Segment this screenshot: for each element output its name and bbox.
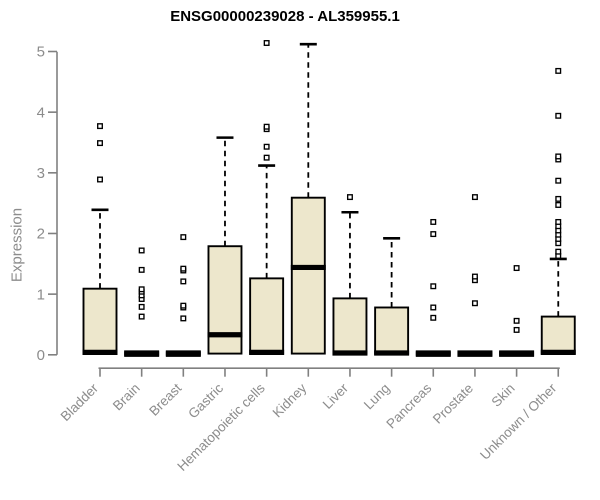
outlier-point — [555, 218, 562, 225]
y-tick-label: 5 — [37, 44, 45, 61]
outlier-point — [555, 67, 562, 74]
outlier-point — [555, 153, 562, 160]
box-group-lung — [374, 237, 410, 356]
x-tick-label: Liver — [320, 380, 352, 412]
box-group-unknown-other — [540, 67, 576, 355]
outlier-point — [180, 315, 187, 322]
outlier-point — [471, 194, 478, 201]
iqr-box — [207, 245, 243, 355]
y-tick-label: 0 — [37, 347, 45, 364]
outlier-point — [138, 313, 145, 320]
chart-title: ENSG00000239028 - AL359955.1 — [170, 8, 400, 25]
iqr-box — [332, 297, 368, 355]
iqr-box — [82, 287, 118, 355]
box-group-pancreas — [415, 218, 451, 357]
outlier-point — [430, 304, 437, 311]
outlier-point — [138, 247, 145, 254]
outlier-point — [346, 194, 353, 201]
outlier-point — [513, 326, 520, 333]
outlier-point — [263, 40, 270, 46]
x-tick-label: Breast — [146, 380, 184, 418]
y-tick-label: 4 — [37, 104, 45, 121]
x-tick-label: Lung — [361, 381, 393, 413]
x-tick-label: Kidney — [270, 380, 310, 420]
box-group-hematopoietic-cells — [249, 40, 285, 355]
outlier-point — [555, 112, 562, 119]
outlier-point — [180, 265, 187, 272]
outlier-point — [97, 176, 103, 183]
x-tick-label: Prostate — [430, 381, 476, 427]
outlier-point — [180, 278, 187, 285]
outlier-point — [513, 317, 520, 324]
x-tick-label: Bladder — [58, 380, 102, 424]
outlier-point — [471, 273, 478, 280]
box-group-liver — [332, 194, 368, 356]
outlier-point — [263, 154, 270, 161]
outlier-point — [97, 123, 103, 130]
outlier-point — [97, 140, 103, 147]
iqr-box — [374, 306, 410, 355]
outlier-point — [555, 201, 562, 208]
box-group-bladder — [82, 123, 118, 355]
y-tick-label: 3 — [37, 165, 45, 182]
outlier-point — [180, 234, 187, 241]
iqr-box — [249, 277, 285, 355]
iqr-box — [290, 196, 326, 355]
outlier-point — [513, 265, 520, 272]
x-tick-label: Unknown / Other — [477, 380, 560, 463]
outlier-point — [138, 266, 145, 273]
outlier-point — [138, 286, 145, 293]
outlier-point — [555, 248, 562, 255]
x-tick-label: Pancreas — [383, 380, 434, 431]
box-group-kidney — [290, 42, 326, 355]
outlier-point — [263, 123, 270, 130]
outlier-point — [263, 143, 270, 150]
outlier-point — [430, 231, 437, 238]
x-tick-label: Gastric — [185, 380, 226, 421]
outlier-point — [138, 303, 145, 310]
box-group-skin — [499, 265, 535, 357]
outlier-point — [430, 218, 437, 225]
box-group-brain — [124, 247, 160, 357]
box-group-gastric — [207, 136, 243, 355]
outlier-point — [555, 177, 562, 184]
outlier-point — [555, 195, 562, 202]
box-group-prostate — [457, 194, 493, 357]
iqr-box — [540, 315, 576, 355]
y-tick-label: 1 — [37, 286, 45, 303]
outlier-point — [471, 300, 478, 307]
y-tick-label: 2 — [37, 226, 45, 243]
outlier-point — [430, 314, 437, 321]
outlier-point — [180, 302, 187, 309]
x-tick-label: Skin — [489, 381, 518, 410]
x-tick-label: Brain — [110, 381, 143, 414]
box-group-breast — [165, 234, 201, 357]
outlier-point — [430, 283, 437, 290]
